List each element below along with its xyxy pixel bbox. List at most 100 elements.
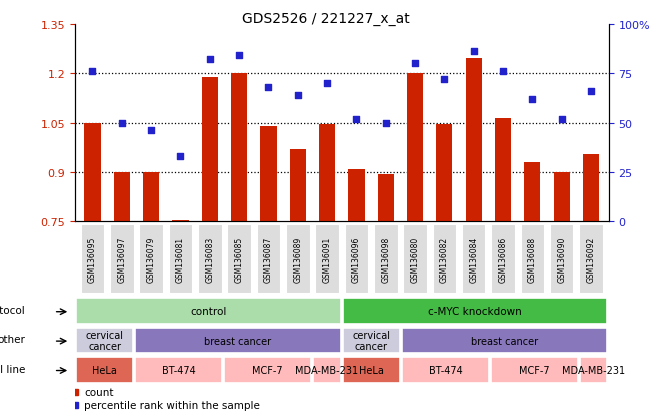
Bar	[260, 126, 277, 222]
Point	[204, 57, 215, 64]
Point	[263, 85, 273, 91]
Point	[117, 120, 127, 127]
FancyBboxPatch shape	[404, 225, 427, 293]
Text: GSM136087: GSM136087	[264, 236, 273, 282]
Text: BT-474: BT-474	[429, 365, 462, 375]
Point	[557, 116, 567, 123]
Point	[527, 96, 538, 103]
FancyBboxPatch shape	[225, 357, 311, 383]
Text: GSM136089: GSM136089	[294, 236, 302, 282]
FancyBboxPatch shape	[76, 357, 133, 383]
Bar	[173, 220, 189, 222]
Text: GSM136092: GSM136092	[587, 236, 596, 282]
FancyBboxPatch shape	[135, 357, 222, 383]
Text: GSM136090: GSM136090	[557, 236, 566, 282]
Point	[87, 69, 98, 75]
Bar	[378, 174, 394, 222]
Bar	[143, 173, 159, 222]
FancyBboxPatch shape	[135, 328, 340, 354]
Text: GSM136083: GSM136083	[205, 236, 214, 282]
Bar	[407, 74, 423, 222]
Bar	[436, 124, 452, 222]
FancyBboxPatch shape	[579, 225, 603, 293]
Text: GSM136096: GSM136096	[352, 236, 361, 282]
FancyBboxPatch shape	[343, 328, 400, 354]
FancyBboxPatch shape	[492, 357, 578, 383]
Text: BT-474: BT-474	[162, 365, 195, 375]
Point	[498, 69, 508, 75]
FancyBboxPatch shape	[374, 225, 398, 293]
Text: GSM136091: GSM136091	[323, 236, 331, 282]
Point	[381, 120, 391, 127]
Text: HeLa: HeLa	[92, 365, 117, 375]
Point	[410, 61, 421, 67]
Text: cervical
cancer: cervical cancer	[85, 330, 124, 351]
Text: GDS2526 / 221227_x_at: GDS2526 / 221227_x_at	[242, 12, 409, 26]
FancyBboxPatch shape	[462, 225, 486, 293]
Text: percentile rank within the sample: percentile rank within the sample	[85, 400, 260, 410]
Bar	[524, 163, 540, 222]
Point	[586, 88, 596, 95]
Point	[469, 49, 479, 56]
FancyBboxPatch shape	[402, 357, 489, 383]
Text: count: count	[85, 387, 114, 397]
Text: GSM136097: GSM136097	[117, 236, 126, 282]
FancyBboxPatch shape	[139, 225, 163, 293]
FancyBboxPatch shape	[169, 225, 192, 293]
FancyBboxPatch shape	[313, 357, 340, 383]
FancyBboxPatch shape	[343, 357, 400, 383]
FancyBboxPatch shape	[580, 357, 607, 383]
Point	[234, 53, 244, 59]
Point	[352, 116, 362, 123]
FancyBboxPatch shape	[256, 225, 280, 293]
FancyBboxPatch shape	[286, 225, 309, 293]
Text: other: other	[0, 335, 25, 344]
Bar	[465, 59, 482, 222]
Point	[322, 81, 332, 87]
Bar	[114, 173, 130, 222]
Bar	[583, 154, 599, 222]
Text: MDA-MB-231: MDA-MB-231	[296, 365, 359, 375]
FancyBboxPatch shape	[343, 299, 607, 324]
FancyBboxPatch shape	[345, 225, 368, 293]
Bar	[290, 150, 306, 222]
Text: GSM136084: GSM136084	[469, 236, 478, 282]
Bar	[85, 123, 100, 222]
Bar	[348, 169, 365, 222]
Text: GSM136098: GSM136098	[381, 236, 390, 282]
FancyBboxPatch shape	[492, 225, 515, 293]
Bar	[202, 77, 218, 222]
Text: cell line: cell line	[0, 364, 25, 374]
FancyBboxPatch shape	[76, 299, 340, 324]
FancyBboxPatch shape	[433, 225, 456, 293]
Text: MCF-7: MCF-7	[519, 365, 550, 375]
Text: control: control	[190, 306, 227, 316]
FancyBboxPatch shape	[110, 225, 133, 293]
FancyBboxPatch shape	[550, 225, 574, 293]
Text: GSM136081: GSM136081	[176, 236, 185, 282]
FancyBboxPatch shape	[76, 328, 133, 354]
Text: GSM136095: GSM136095	[88, 236, 97, 282]
Text: GSM136085: GSM136085	[234, 236, 243, 282]
FancyBboxPatch shape	[227, 225, 251, 293]
Point	[439, 77, 450, 83]
Bar	[495, 119, 511, 222]
Text: protocol: protocol	[0, 305, 25, 315]
Point	[292, 93, 303, 99]
FancyBboxPatch shape	[521, 225, 544, 293]
Text: GSM136082: GSM136082	[440, 236, 449, 282]
Bar	[554, 173, 570, 222]
Text: GSM136080: GSM136080	[411, 236, 420, 282]
Text: MDA-MB-231: MDA-MB-231	[562, 365, 626, 375]
Text: breast cancer: breast cancer	[204, 336, 271, 346]
Text: GSM136088: GSM136088	[528, 236, 537, 282]
Point	[146, 128, 156, 135]
FancyBboxPatch shape	[315, 225, 339, 293]
Text: breast cancer: breast cancer	[471, 336, 538, 346]
Text: c-MYC knockdown: c-MYC knockdown	[428, 306, 522, 316]
Bar	[231, 74, 247, 222]
FancyBboxPatch shape	[81, 225, 104, 293]
Text: HeLa: HeLa	[359, 365, 384, 375]
FancyBboxPatch shape	[402, 328, 607, 354]
FancyBboxPatch shape	[198, 225, 221, 293]
